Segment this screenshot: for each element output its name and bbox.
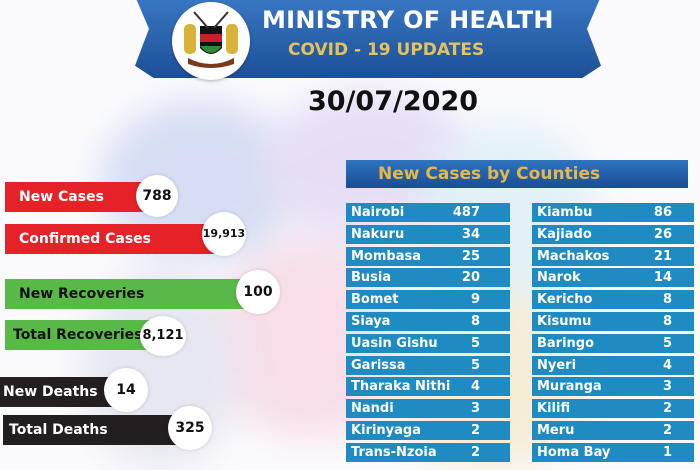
county-value: 5 bbox=[662, 335, 672, 351]
county-value: 2 bbox=[470, 444, 480, 460]
county-name: Muranga bbox=[537, 379, 602, 395]
county-name: Homa Bay bbox=[537, 444, 611, 460]
county-name: Mombasa bbox=[351, 248, 422, 264]
county-value: 25 bbox=[461, 248, 480, 264]
county-value: 5 bbox=[470, 357, 480, 373]
county-name: Trans-Nzoia bbox=[351, 444, 437, 460]
county-name: Kericho bbox=[537, 292, 593, 308]
county-value: 2 bbox=[662, 401, 672, 417]
county-row: Baringo 5 bbox=[532, 333, 694, 353]
county-row: Narok 14 bbox=[532, 268, 694, 288]
county-value: 4 bbox=[470, 379, 480, 395]
county-row: Uasin Gishu 5 bbox=[346, 333, 510, 353]
ministry-title: MINISTRY OF HEALTH bbox=[262, 6, 554, 34]
county-value: 26 bbox=[653, 226, 672, 242]
county-row: Mombasa 25 bbox=[346, 246, 510, 266]
county-value: 20 bbox=[461, 270, 480, 286]
county-value: 487 bbox=[452, 205, 480, 220]
confirmed-cases-bar: Confirmed Cases bbox=[5, 224, 217, 254]
county-value: 3 bbox=[662, 379, 672, 395]
counties-header: New Cases by Counties bbox=[346, 160, 688, 188]
county-name: Bomet bbox=[351, 292, 399, 308]
county-value: 9 bbox=[470, 292, 480, 308]
coat-of-arms-logo bbox=[172, 2, 250, 80]
county-name: Baringo bbox=[537, 335, 595, 351]
county-row: Muranga 3 bbox=[532, 377, 694, 397]
county-row: Nandi 3 bbox=[346, 399, 510, 419]
county-value: 8 bbox=[662, 292, 672, 308]
county-row: Homa Bay 1 bbox=[532, 442, 694, 462]
covid-subtitle: COVID - 19 UPDATES bbox=[288, 40, 485, 60]
county-name: Kilifi bbox=[537, 401, 571, 417]
new-deaths-bar: New Deaths bbox=[0, 377, 112, 407]
stat-label: New Recoveries bbox=[19, 286, 145, 302]
county-row: Kericho 8 bbox=[532, 290, 694, 310]
stat-label: Total Recoveries bbox=[13, 327, 143, 343]
new-deaths-value: 14 bbox=[104, 368, 148, 412]
stat-label: New Deaths bbox=[3, 384, 98, 400]
county-row: Siaya 8 bbox=[346, 312, 510, 331]
county-name: Siaya bbox=[351, 314, 391, 329]
county-name: Busia bbox=[351, 270, 392, 286]
county-name: Tharaka Nithi bbox=[351, 379, 451, 395]
confirmed-cases-value: 19,913 bbox=[202, 212, 246, 256]
county-name: Nyeri bbox=[537, 357, 577, 373]
county-row: Kisumu 8 bbox=[532, 312, 694, 331]
county-value: 86 bbox=[653, 205, 672, 220]
county-value: 8 bbox=[662, 314, 672, 329]
report-date: 30/07/2020 bbox=[308, 86, 479, 117]
total-recoveries-value: 8,121 bbox=[140, 316, 186, 356]
new-recoveries-bar: New Recoveries bbox=[5, 279, 250, 309]
county-name: Kirinyaga bbox=[351, 423, 421, 438]
county-value: 14 bbox=[653, 270, 672, 286]
county-row: Nakuru 34 bbox=[346, 224, 510, 244]
county-value: 1 bbox=[662, 444, 672, 460]
county-row: Meru 2 bbox=[532, 421, 694, 440]
county-row: Nairobi 487 bbox=[346, 203, 510, 222]
county-name: Meru bbox=[537, 423, 575, 438]
county-row: Tharaka Nithi 4 bbox=[346, 377, 510, 397]
county-value: 34 bbox=[461, 226, 480, 242]
total-deaths-value: 325 bbox=[168, 406, 212, 450]
total-recoveries-bar: Total Recoveries bbox=[5, 320, 153, 350]
stat-label: Confirmed Cases bbox=[19, 231, 152, 247]
new-cases-value: 788 bbox=[136, 175, 178, 217]
total-deaths-bar: Total Deaths bbox=[3, 415, 179, 445]
county-value: 5 bbox=[470, 335, 480, 351]
county-row: Kirinyaga 2 bbox=[346, 421, 510, 440]
county-row: Garissa 5 bbox=[346, 355, 510, 375]
county-value: 2 bbox=[470, 423, 480, 438]
county-value: 21 bbox=[653, 248, 672, 264]
county-row: Nyeri 4 bbox=[532, 355, 694, 375]
county-row: Bomet 9 bbox=[346, 290, 510, 310]
county-value: 3 bbox=[470, 401, 480, 417]
county-name: Nakuru bbox=[351, 226, 405, 242]
county-name: Kajiado bbox=[537, 226, 592, 242]
stat-label: New Cases bbox=[19, 189, 104, 205]
county-row: Kilifi 2 bbox=[532, 399, 694, 419]
county-name: Machakos bbox=[537, 248, 610, 264]
county-value: 4 bbox=[662, 357, 672, 373]
stat-label: Total Deaths bbox=[9, 422, 108, 438]
county-name: Garissa bbox=[351, 357, 406, 373]
new-cases-bar: New Cases bbox=[5, 182, 150, 212]
county-name: Kiambu bbox=[537, 205, 593, 220]
county-row: Kiambu 86 bbox=[532, 203, 694, 222]
county-row: Busia 20 bbox=[346, 268, 510, 288]
county-name: Uasin Gishu bbox=[351, 335, 438, 351]
county-name: Kisumu bbox=[537, 314, 592, 329]
county-name: Narok bbox=[537, 270, 581, 286]
county-row: Machakos 21 bbox=[532, 246, 694, 266]
new-recoveries-value: 100 bbox=[236, 270, 280, 314]
county-value: 8 bbox=[470, 314, 480, 329]
county-value: 2 bbox=[662, 423, 672, 438]
county-name: Nairobi bbox=[351, 205, 405, 220]
county-name: Nandi bbox=[351, 401, 394, 417]
county-row: Kajiado 26 bbox=[532, 224, 694, 244]
county-row: Trans-Nzoia 2 bbox=[346, 442, 510, 462]
